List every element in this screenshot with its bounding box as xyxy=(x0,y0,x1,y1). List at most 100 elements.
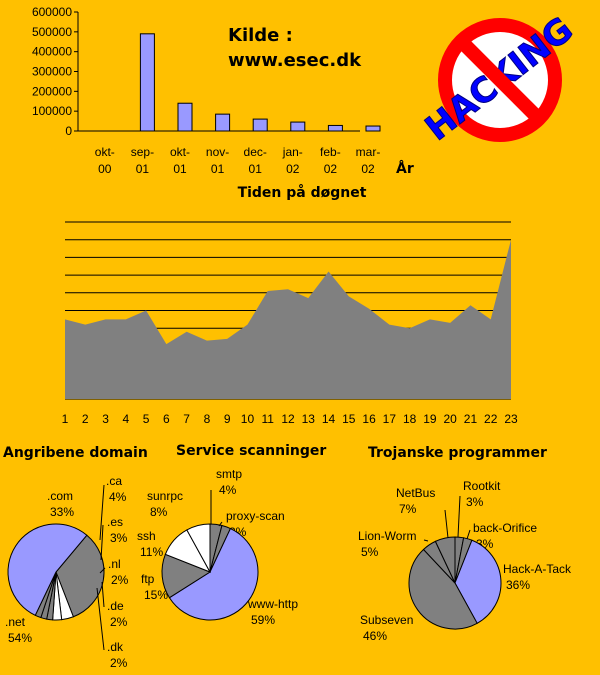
pie-label-pct: 4% xyxy=(219,483,237,497)
pie-leader-line xyxy=(423,539,429,542)
pie-leader-line xyxy=(99,567,106,574)
bar-y-tick-label: 300000 xyxy=(32,65,72,79)
area-x-tick-label: 11 xyxy=(261,412,274,426)
bar-okt-01 xyxy=(177,102,193,132)
pie-label-pct: 3% xyxy=(466,495,484,509)
pie-leader-line xyxy=(218,521,223,527)
pie-label-name: .com xyxy=(47,489,73,503)
area-chart-title: Tiden på døgnet xyxy=(238,184,367,201)
pie-leader-line xyxy=(100,524,104,561)
bar-x-tick-label: 01 xyxy=(136,162,150,176)
pie-label-name: .nl xyxy=(108,557,121,571)
pie-label-name: smtp xyxy=(216,467,242,481)
area-x-tick-label: 6 xyxy=(163,412,170,426)
bar-x-tick-label: okt- xyxy=(170,145,190,159)
pie-label-name: .dk xyxy=(107,640,124,654)
pie-slice-hackatack xyxy=(454,539,502,624)
pie-label-pct: 7% xyxy=(399,502,417,516)
bar-x-tick-label: jan- xyxy=(282,145,303,159)
pie-slice-wwwhttp xyxy=(168,527,259,621)
bar-x-tick-label: 02 xyxy=(324,162,338,176)
bar-x-tick-label: 01 xyxy=(249,162,263,176)
pie-leader-line xyxy=(457,495,461,538)
bar-y-tick-label: 200000 xyxy=(32,84,72,98)
pie-label-pct: 11% xyxy=(140,545,163,559)
area-x-tick-label: 23 xyxy=(504,412,518,426)
bar-y-tick-label: 0 xyxy=(65,124,72,138)
area-x-tick-label: 10 xyxy=(241,412,255,426)
area-x-tick-label: 15 xyxy=(342,412,356,426)
bar-dec-01 xyxy=(252,118,268,132)
pie-label-name: .net xyxy=(5,615,26,629)
bar-x-tick-label: 02 xyxy=(286,162,300,176)
area-x-tick-label: 4 xyxy=(122,412,129,426)
pie-label-name: www-http xyxy=(247,597,298,611)
bar-mar-02 xyxy=(365,125,381,132)
pie-label-name: Hack-A-Tack xyxy=(503,562,572,576)
area-x-tick-label: 21 xyxy=(464,412,478,426)
pie-label-pct: 59% xyxy=(251,613,275,627)
bar-x-tick-label: mar- xyxy=(356,145,381,159)
pie-label-pct: 15% xyxy=(144,588,168,602)
area-x-tick-label: 1 xyxy=(62,412,69,426)
bar-chart: 0 100000 200000 300000 400000 500000 600000 okt… xyxy=(32,5,414,177)
area-x-tick-label: 16 xyxy=(362,412,376,426)
no-hacking-logo: HACKING xyxy=(418,9,582,149)
bar-x-tick-label: nov- xyxy=(206,145,229,159)
bar-x-tick-label: okt- xyxy=(95,145,115,159)
bar-x-tick-label: feb- xyxy=(320,145,341,159)
area-x-tick-label: 2 xyxy=(82,412,89,426)
pie-slice-sunrpc xyxy=(186,523,211,573)
pie-slice-netbus xyxy=(434,536,456,584)
bar-y-tick-label: 400000 xyxy=(32,45,72,59)
source-label: Kilde : xyxy=(228,25,293,46)
bar-sep-01 xyxy=(139,33,155,132)
pie-label-name: .es xyxy=(107,515,123,529)
bar-jan-02 xyxy=(290,121,306,132)
pie-label-name: Rootkit xyxy=(463,479,501,493)
pie-label-name: Subseven xyxy=(360,613,413,627)
area-x-tick-label: 18 xyxy=(403,412,417,426)
bar-x-tick-label: 01 xyxy=(211,162,225,176)
pie-label-name: back-Orifice xyxy=(473,521,537,535)
pie-leader-line xyxy=(466,529,471,540)
area-x-tick-label: 5 xyxy=(143,412,150,426)
area-x-tick-label: 13 xyxy=(302,412,316,426)
pie-label-name: Lion-Worm xyxy=(358,529,416,543)
area-x-tick-label: 20 xyxy=(444,412,458,426)
pie-label-pct: 2% xyxy=(110,656,128,670)
pie-label-pct: 46% xyxy=(363,629,387,643)
pie-label-pct: 4% xyxy=(109,490,127,504)
area-x-tick-label: 19 xyxy=(423,412,437,426)
pie-slice-net xyxy=(7,523,88,616)
area-series xyxy=(65,239,511,399)
pie-label-pct: 2% xyxy=(111,573,129,587)
area-x-tick-label: 8 xyxy=(204,412,211,426)
bar-x-tick-label: 02 xyxy=(361,162,375,176)
source-url: www.esec.dk xyxy=(228,50,362,71)
pie-label-name: NetBus xyxy=(396,486,435,500)
pie-label-pct: 8% xyxy=(150,505,168,519)
pie-leader-line xyxy=(99,484,105,541)
area-x-tick-label: 9 xyxy=(224,412,231,426)
pie-leader-line xyxy=(96,587,105,651)
pie-title-trojan: Trojanske programmer xyxy=(368,445,547,461)
pie-slice-com xyxy=(55,534,105,618)
pie-charts: .com 33% .ca 4% .es 3% .nl 2% .de 2% .dk 2% .net 54% s… xyxy=(5,467,572,670)
bar-y-tick-label: 600000 xyxy=(32,5,72,19)
area-x-tick-label: 17 xyxy=(383,412,397,426)
pie-label-pct: 5% xyxy=(361,545,379,559)
pie-label-name: ftp xyxy=(141,572,155,586)
bar-nov-01 xyxy=(215,113,231,132)
area-x-tick-label: 12 xyxy=(281,412,295,426)
pie-label-name: .ca xyxy=(106,474,122,488)
pie-label-pct: 36% xyxy=(506,578,530,592)
bar-x-tick-label: 00 xyxy=(98,162,112,176)
pie-label-name: sunrpc xyxy=(147,489,183,503)
pie-title-service: Service scanninger xyxy=(176,443,326,459)
pie-label-pct: 33% xyxy=(50,505,74,519)
area-x-tick-label: 14 xyxy=(322,412,336,426)
bar-x-tick-label: dec- xyxy=(244,145,267,159)
pie-leader-line xyxy=(444,509,449,539)
